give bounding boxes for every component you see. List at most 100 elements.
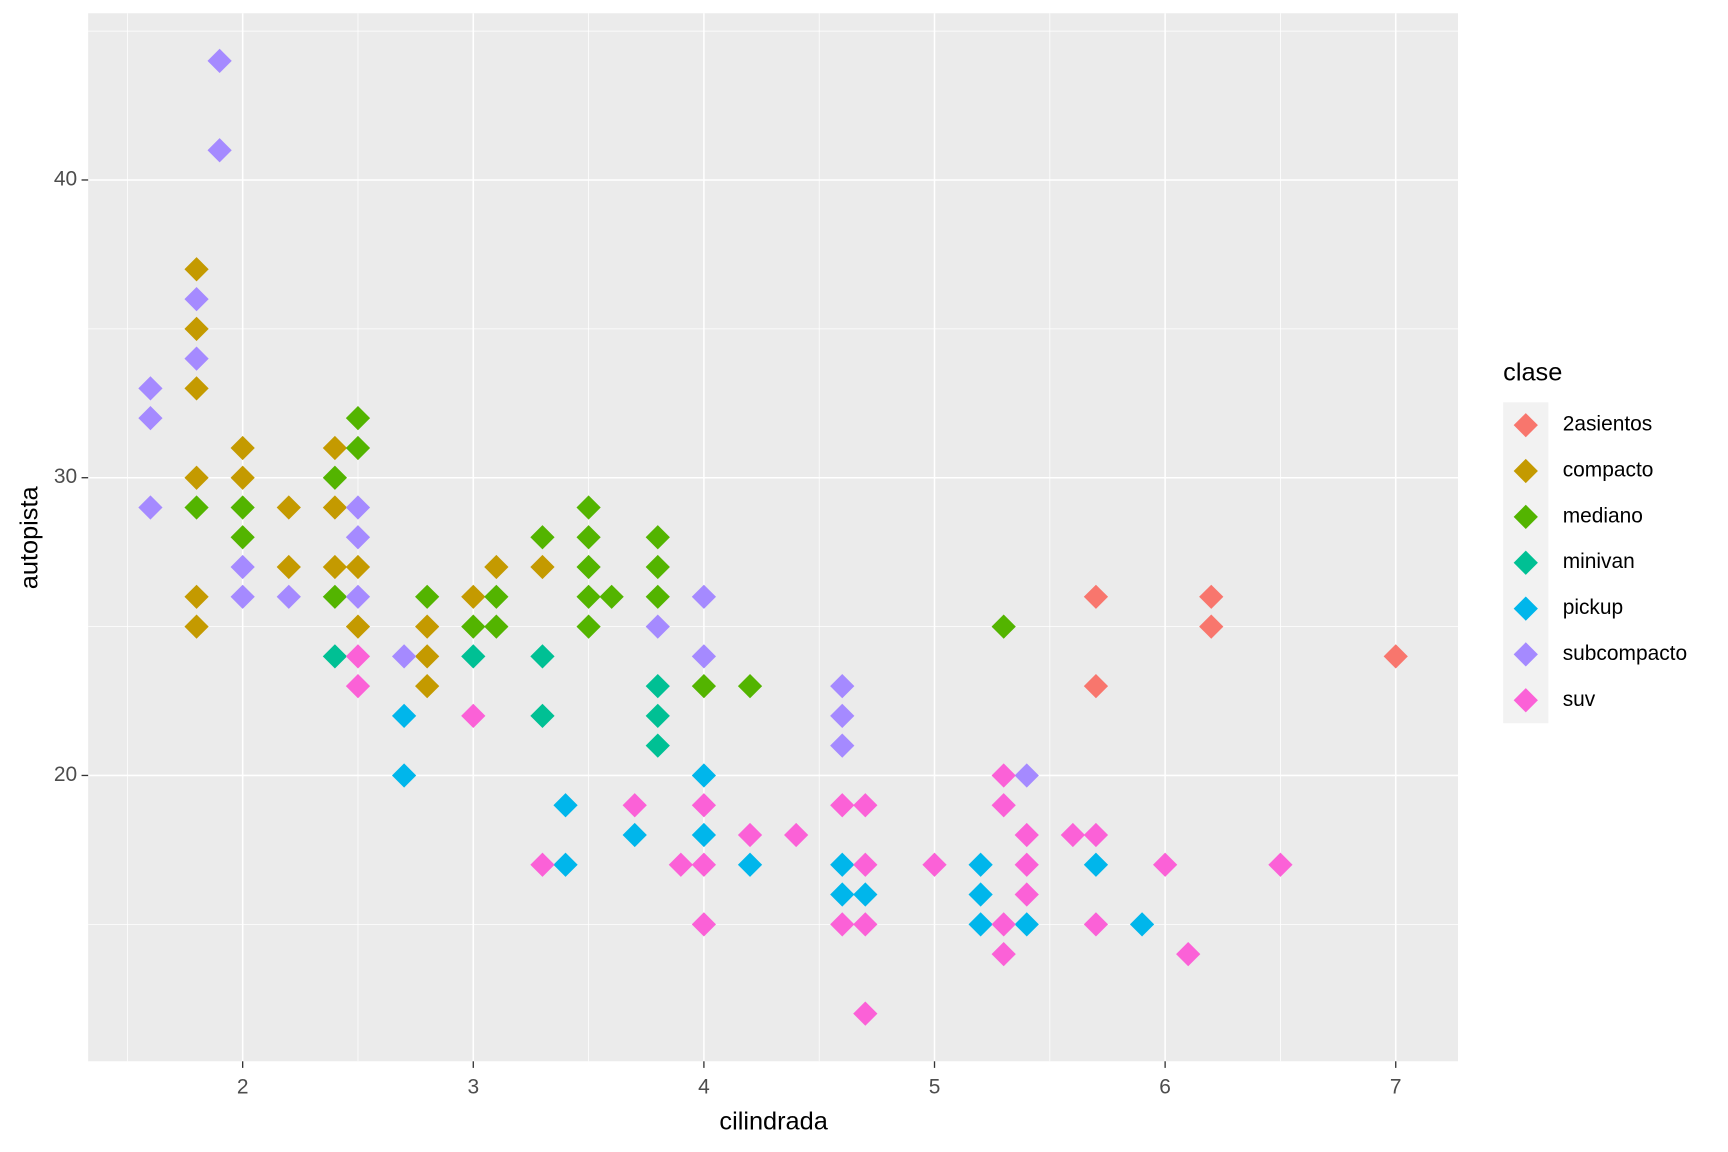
point <box>991 793 1016 818</box>
point <box>691 793 717 818</box>
point <box>830 912 855 937</box>
point <box>830 793 855 818</box>
point <box>1083 912 1109 937</box>
point <box>207 48 232 74</box>
point <box>668 852 693 877</box>
x-tick-label: 6 <box>1159 1075 1171 1098</box>
point <box>184 465 209 490</box>
point <box>530 703 555 729</box>
legend-label: pickup <box>1563 596 1623 619</box>
point <box>230 584 255 609</box>
point <box>622 793 647 818</box>
point <box>645 614 670 639</box>
point <box>1268 852 1293 877</box>
point <box>645 733 670 758</box>
point <box>645 554 670 580</box>
point <box>691 644 717 669</box>
point <box>345 554 371 580</box>
point <box>530 644 555 669</box>
point <box>691 822 717 848</box>
point <box>991 763 1016 788</box>
point <box>737 852 763 877</box>
point <box>1014 763 1039 788</box>
point <box>991 912 1016 937</box>
point <box>991 941 1016 967</box>
point <box>1014 882 1039 907</box>
point <box>484 614 509 639</box>
point <box>230 495 255 520</box>
point <box>1014 912 1039 937</box>
point <box>345 614 371 639</box>
point <box>415 644 440 669</box>
x-tick-label: 3 <box>467 1075 479 1098</box>
point <box>345 525 371 550</box>
y-tick-label: 30 <box>54 465 77 488</box>
x-tick-label: 4 <box>698 1075 710 1098</box>
point <box>991 614 1016 639</box>
point <box>691 852 717 877</box>
point <box>737 822 763 848</box>
point <box>1083 584 1109 609</box>
point <box>576 554 601 580</box>
point <box>1199 614 1224 639</box>
legend-key <box>1513 458 1538 484</box>
point <box>184 257 209 282</box>
point <box>184 286 209 312</box>
point <box>645 525 670 550</box>
point <box>922 852 947 877</box>
point <box>345 584 371 609</box>
point <box>391 644 417 669</box>
point <box>622 822 647 848</box>
panel <box>88 13 1458 1062</box>
point <box>968 852 993 877</box>
point <box>691 763 717 788</box>
point <box>645 584 670 609</box>
legend-label: mediano <box>1563 504 1643 527</box>
point <box>391 763 417 788</box>
legend-label: minivan <box>1563 550 1635 573</box>
point <box>576 584 601 609</box>
point <box>830 733 855 758</box>
point <box>184 584 209 609</box>
point <box>1083 822 1109 848</box>
legend-label: suv <box>1563 688 1596 711</box>
point <box>553 852 578 877</box>
point <box>230 525 255 550</box>
point <box>345 495 371 520</box>
y-tick-label: 20 <box>54 763 77 786</box>
point <box>1060 822 1085 848</box>
legend-label: compacto <box>1563 459 1654 482</box>
legend-label: subcompacto <box>1563 642 1687 665</box>
legend-label: 2asientos <box>1563 413 1653 436</box>
point <box>691 912 717 937</box>
point <box>830 882 855 907</box>
legend-key <box>1513 550 1538 575</box>
x-tick-label: 2 <box>237 1075 249 1098</box>
x-tick-label: 5 <box>929 1075 941 1098</box>
point <box>968 912 993 937</box>
point <box>576 495 601 520</box>
legend-key <box>1513 642 1538 667</box>
x-axis-title: cilindrada <box>719 1108 828 1136</box>
legend-title: clase <box>1503 358 1562 386</box>
point <box>830 852 855 877</box>
point <box>391 703 417 729</box>
x-tick-label: 7 <box>1390 1075 1402 1098</box>
point <box>184 346 209 371</box>
point <box>230 554 255 580</box>
point <box>830 703 855 729</box>
point <box>1383 644 1408 669</box>
point <box>415 614 440 639</box>
point <box>1014 822 1039 848</box>
point <box>530 525 555 550</box>
y-axis-title: autopista <box>16 486 44 590</box>
point <box>1014 852 1039 877</box>
point <box>645 703 670 729</box>
y-tick-label: 40 <box>54 168 77 191</box>
point <box>784 822 809 848</box>
point <box>530 554 555 580</box>
point <box>484 584 509 609</box>
point <box>576 614 601 639</box>
point <box>968 882 993 907</box>
